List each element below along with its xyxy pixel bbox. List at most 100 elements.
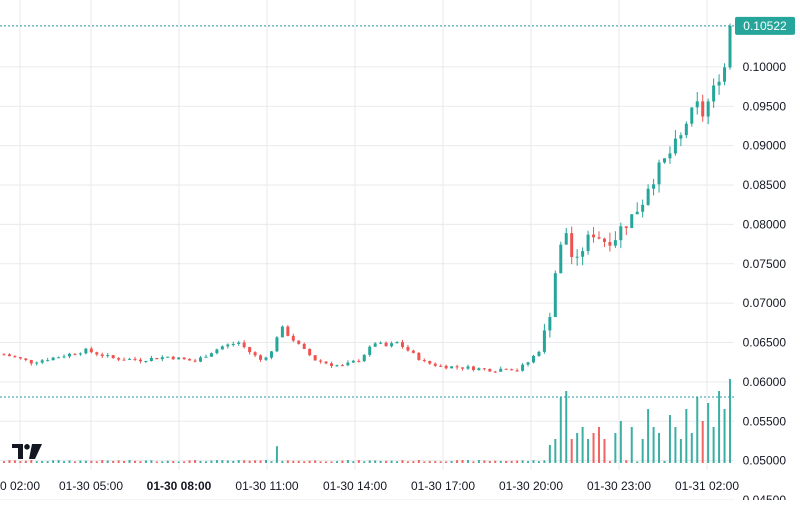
volume-bar: [330, 461, 333, 463]
candle-body: [444, 365, 448, 369]
candle: [630, 214, 634, 229]
candle: [466, 364, 470, 371]
candle: [7, 353, 11, 357]
candle-body: [717, 81, 721, 86]
candle-body: [275, 337, 279, 352]
candle: [297, 340, 301, 345]
candle-body: [253, 352, 257, 356]
candle-body: [330, 363, 334, 366]
candle: [362, 354, 366, 362]
candle-body: [117, 358, 121, 360]
candle: [712, 78, 716, 108]
candle: [308, 348, 312, 357]
tradingview-logo-icon[interactable]: [12, 444, 42, 459]
volume-bar: [19, 461, 22, 463]
candle: [477, 367, 481, 371]
candle: [133, 356, 137, 362]
candle-body: [493, 371, 497, 373]
volume-bar: [723, 409, 726, 463]
volume-bar: [123, 460, 126, 463]
volume-bar: [379, 460, 382, 463]
volume-bar: [690, 433, 693, 463]
candle-body: [455, 366, 459, 368]
candle-body: [450, 366, 454, 369]
candle: [384, 341, 388, 347]
volume-bar: [134, 460, 137, 463]
volume-bar: [63, 461, 66, 463]
price-tick-label: 0.05500: [743, 414, 787, 428]
volume-bar: [510, 460, 513, 463]
volume-bar: [428, 461, 431, 463]
last-price-label: 0.10522: [743, 19, 787, 33]
time-tick-label: 01-30 23:00: [587, 479, 651, 493]
candle: [597, 231, 601, 240]
candle: [324, 361, 328, 365]
volume-bar: [466, 460, 469, 463]
time-axis[interactable]: 0 02:00 01-30 05:00 01-30 08:00 01-30 11:00…: [0, 479, 739, 493]
candle: [226, 343, 230, 349]
candle: [668, 146, 672, 164]
volume-bar: [363, 461, 366, 463]
volume-bar: [570, 439, 573, 463]
candle: [35, 361, 39, 366]
volume-bar: [729, 379, 731, 463]
candle-body: [302, 343, 306, 349]
candle-body: [171, 356, 175, 360]
volume-bar: [668, 415, 671, 463]
candle-body: [128, 358, 132, 360]
candle-body: [89, 348, 93, 353]
volume-bar: [221, 460, 224, 463]
volume-bar: [565, 391, 568, 463]
price-tick-label: 0.08000: [743, 217, 787, 231]
volume-bar: [390, 460, 393, 463]
candle-body: [461, 367, 465, 369]
volume-bar: [718, 391, 721, 463]
volume-bar: [106, 460, 109, 463]
volume-bar: [701, 421, 704, 463]
price-tick-label: 0.09000: [743, 139, 787, 153]
candle-body: [188, 359, 192, 361]
volume-bar: [499, 460, 502, 463]
candle: [723, 63, 727, 86]
volume-bar: [172, 461, 175, 463]
candle-body: [209, 353, 213, 357]
candle-body: [199, 357, 203, 362]
candle: [40, 359, 44, 365]
candle: [706, 98, 710, 125]
time-tick-label: 01-30 08:00: [147, 479, 212, 493]
candle: [395, 341, 399, 344]
volume-bar: [243, 460, 246, 463]
volume-bar: [483, 460, 486, 463]
volume-bar: [112, 460, 115, 463]
volume-bar: [532, 460, 535, 463]
candle-body: [319, 360, 323, 362]
candle-body: [46, 360, 50, 362]
candle: [291, 333, 295, 343]
price-lines: 0.10522: [0, 16, 795, 398]
candle-body: [149, 357, 153, 362]
candle-body: [138, 359, 142, 362]
candle-body: [553, 273, 557, 318]
candle: [482, 367, 486, 371]
candle-body: [166, 356, 170, 358]
candle: [379, 341, 383, 345]
price-tick-label: 0.08500: [743, 178, 787, 192]
candle-body: [269, 351, 273, 358]
candle-body: [182, 357, 186, 360]
candle: [619, 222, 623, 249]
candle: [488, 368, 492, 372]
candle-body: [40, 360, 44, 363]
volume-bar: [559, 397, 562, 463]
price-axis[interactable]: 0.10000 0.09500 0.09000 0.08500 0.08000 0.075…: [743, 60, 787, 505]
volume-bar: [374, 460, 377, 463]
volume-bar: [494, 460, 497, 463]
time-tick-label: 01-30 05:00: [59, 479, 123, 493]
candle: [144, 360, 148, 363]
volume-bar: [581, 427, 584, 463]
candle-body: [499, 368, 503, 372]
volume-bar: [308, 460, 311, 463]
candle: [171, 355, 175, 360]
volume-bar: [527, 461, 530, 463]
